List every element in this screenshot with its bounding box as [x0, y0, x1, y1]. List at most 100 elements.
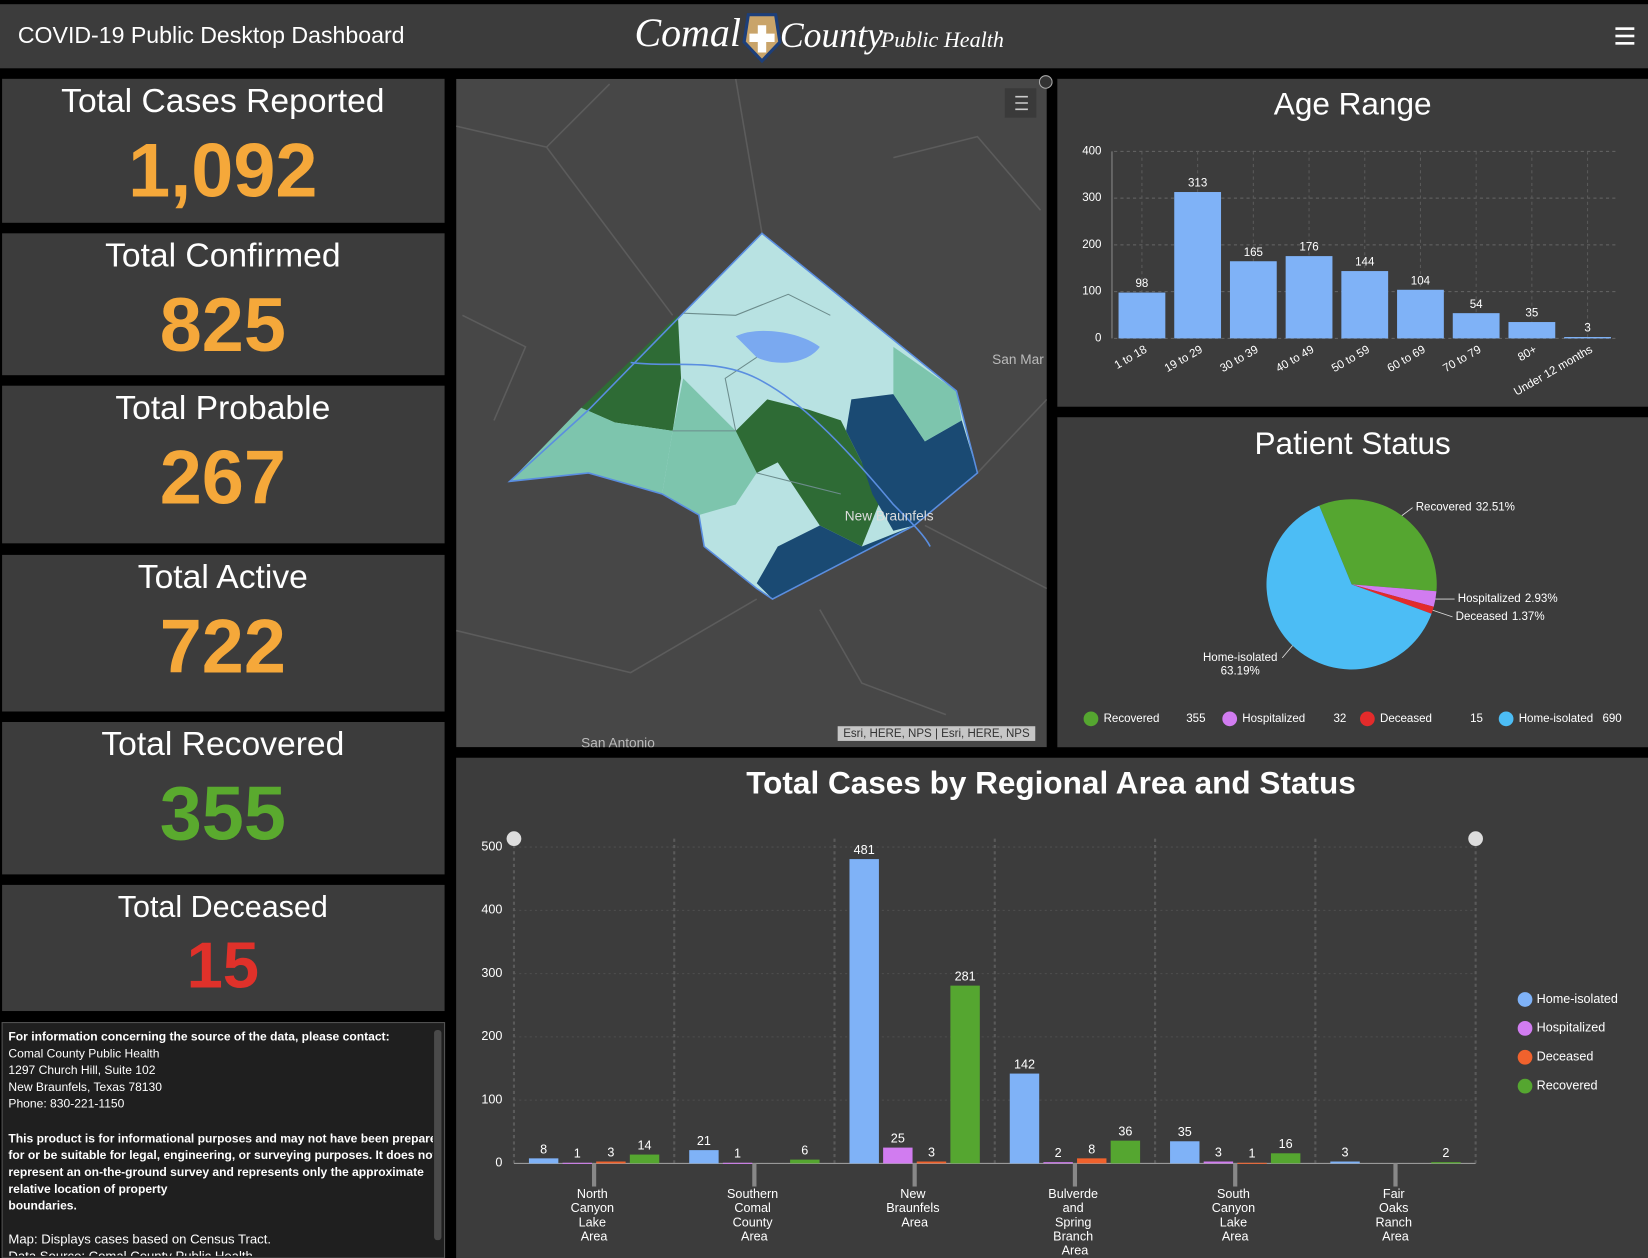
- data-label: 2: [1055, 1146, 1062, 1160]
- legend-label: Deceased: [1380, 713, 1432, 725]
- y-tick-label: 300: [1082, 192, 1101, 204]
- legend-swatch: [1517, 1049, 1533, 1065]
- header: [0, 4, 1648, 69]
- data-label: 8: [540, 1142, 547, 1156]
- logo-subtext: Public Health: [880, 27, 1004, 52]
- slice-label-name: Deceased: [1456, 611, 1508, 623]
- data-label: 21: [697, 1134, 711, 1148]
- chart-title: Patient Status: [1255, 425, 1451, 461]
- info-disclaimer: relative location of property: [8, 1182, 167, 1196]
- pie-slice: [1351, 584, 1434, 614]
- map[interactable]: San Mar New Braunfels San Antonio Esri, …: [456, 78, 1047, 751]
- y-tick-label: 200: [481, 1029, 502, 1043]
- info-heading: For information concerning the source of…: [8, 1029, 389, 1043]
- expand-button[interactable]: [1038, 75, 1053, 89]
- slice-label: Deceased 1.37%: [1456, 611, 1545, 623]
- data-label: 3: [1342, 1145, 1349, 1159]
- data-label: 6: [801, 1144, 808, 1158]
- data-label: 35: [1525, 308, 1538, 320]
- data-label: 165: [1244, 247, 1263, 259]
- bar: [950, 985, 980, 1164]
- bar: [1431, 1162, 1461, 1164]
- legend-swatch: [1083, 711, 1099, 727]
- slice-label-name: Hospitalized: [1458, 593, 1521, 605]
- scrollbar[interactable]: [434, 1029, 442, 1241]
- data-label: 25: [891, 1132, 905, 1146]
- legend-swatch: [1360, 711, 1375, 727]
- bar: [1043, 1162, 1073, 1164]
- legend-swatch: [1498, 711, 1514, 727]
- bar: [629, 1154, 660, 1164]
- indicator-value: 1,092: [128, 129, 317, 214]
- legend-swatch: [1517, 992, 1533, 1007]
- bar: [1285, 256, 1333, 339]
- x-tick: [1393, 1163, 1398, 1187]
- slice-label-percent: 32.51%: [1476, 502, 1515, 514]
- data-label: 281: [955, 970, 976, 984]
- info-line: New Braunfels, Texas 78130: [8, 1080, 162, 1094]
- legend-label: Deceased: [1537, 1050, 1594, 1064]
- indicator-label: Total Confirmed: [105, 237, 340, 274]
- indicator-label: Total Active: [138, 559, 308, 596]
- info-panel: [1, 1022, 446, 1258]
- leader-line: [1432, 609, 1453, 618]
- info-line: 1297 Church Hill, Suite 102: [8, 1063, 155, 1077]
- indicator-value: 722: [160, 605, 286, 690]
- age-panel: [1057, 78, 1648, 407]
- slice-label: Recovered 32.51%: [1416, 502, 1515, 514]
- bar: [1174, 192, 1222, 339]
- bar: [1452, 313, 1500, 339]
- indicator-panel: [2, 554, 445, 712]
- y-tick-label: 400: [481, 903, 502, 917]
- data-label: 16: [1279, 1137, 1293, 1151]
- info-line: Phone: 830-221-1150: [8, 1097, 124, 1111]
- y-tick-label: 200: [1082, 239, 1101, 251]
- leader-line: [1281, 645, 1293, 659]
- place-label: San Antonio: [581, 736, 655, 751]
- logo: Comal County Public Health: [634, 10, 1004, 64]
- bar: [1170, 1141, 1200, 1164]
- chart-title: Age Range: [1274, 85, 1432, 121]
- bar: [528, 1158, 559, 1164]
- bar: [1229, 261, 1277, 339]
- logo-cross: [749, 25, 775, 53]
- slice-label: Hospitalized 2.93%: [1458, 593, 1558, 605]
- attribution: Esri, HERE, NPS | Esri, HERE, NPS: [843, 728, 1030, 740]
- bar: [722, 1162, 753, 1164]
- bar: [1397, 289, 1444, 339]
- leader-line: [1401, 507, 1413, 516]
- x-tick: [752, 1163, 757, 1187]
- slice-label-percent: 63.19%: [1221, 666, 1260, 678]
- indicator-label: Total Probable: [115, 390, 330, 427]
- bar: [562, 1162, 592, 1164]
- bar: [1564, 337, 1611, 339]
- data-label: 3: [1215, 1145, 1222, 1159]
- data-label: 104: [1411, 275, 1431, 287]
- x-tick-label: Fair Oaks Ranch Area: [1376, 1187, 1416, 1244]
- indicator-panel: [2, 385, 445, 544]
- range-handle: [1468, 831, 1483, 847]
- y-tick-label: 500: [481, 839, 502, 853]
- x-tick-label: South Canyon Lake Area: [1212, 1187, 1259, 1244]
- bar: [849, 859, 879, 1164]
- x-tick-label: North Canyon Lake Area: [571, 1187, 618, 1244]
- data-label: 54: [1470, 299, 1483, 311]
- y-tick-label: 400: [1082, 145, 1101, 157]
- menu-button[interactable]: [1615, 27, 1635, 45]
- slice-label-percent: 2.93%: [1525, 593, 1558, 605]
- legend-swatch: [1517, 1078, 1533, 1094]
- data-label: 35: [1178, 1125, 1192, 1139]
- chart-title: Total Cases by Regional Area and Status: [746, 764, 1355, 800]
- data-label: 14: [638, 1138, 652, 1152]
- data-label: 176: [1299, 242, 1318, 254]
- legend-label: Hospitalized: [1537, 1021, 1606, 1035]
- indicator-value: 355: [160, 772, 286, 857]
- range-handle: [506, 831, 522, 847]
- data-label: 481: [854, 843, 875, 857]
- x-tick: [1233, 1163, 1238, 1187]
- place-label: San Mar: [992, 352, 1044, 367]
- data-label: 3: [1584, 323, 1590, 335]
- legend-value: 32: [1334, 713, 1347, 725]
- indicator-label: Total Cases Reported: [61, 83, 384, 120]
